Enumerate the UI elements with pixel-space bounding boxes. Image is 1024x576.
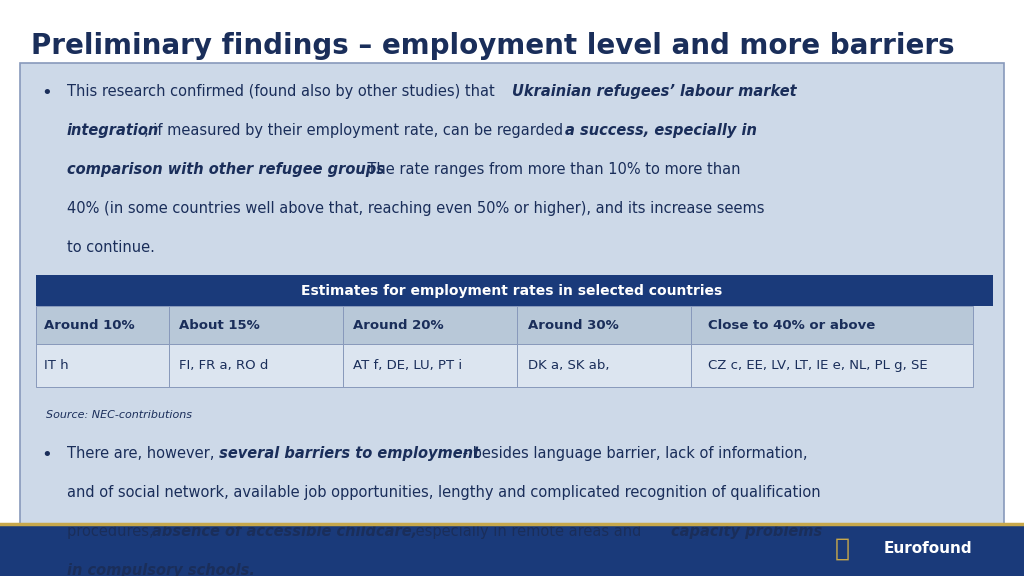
Text: comparison with other refugee groups: comparison with other refugee groups [67, 162, 385, 177]
Text: a success, especially in: a success, especially in [565, 123, 757, 138]
Text: - besides language barrier, lack of information,: - besides language barrier, lack of info… [458, 446, 807, 461]
Text: IT h: IT h [44, 359, 69, 372]
Text: This research confirmed (found also by other studies) that: This research confirmed (found also by o… [67, 84, 499, 98]
FancyBboxPatch shape [169, 306, 343, 344]
FancyBboxPatch shape [517, 306, 691, 344]
Text: Around 30%: Around 30% [527, 319, 618, 332]
Text: AT f, DE, LU, PT i: AT f, DE, LU, PT i [353, 359, 463, 372]
Text: to continue.: to continue. [67, 240, 155, 255]
Text: Eurofound: Eurofound [884, 541, 973, 556]
Text: ⧈: ⧈ [835, 537, 850, 561]
FancyBboxPatch shape [169, 344, 343, 387]
Text: Around 20%: Around 20% [353, 319, 444, 332]
FancyBboxPatch shape [517, 344, 691, 387]
FancyBboxPatch shape [343, 344, 517, 387]
Text: Source: NEC-contributions: Source: NEC-contributions [46, 410, 193, 420]
FancyBboxPatch shape [36, 306, 169, 344]
Text: •: • [41, 446, 51, 464]
Text: Ukrainian refugees’ labour market: Ukrainian refugees’ labour market [512, 84, 797, 98]
Text: absence of accessible childcare,: absence of accessible childcare, [152, 524, 417, 539]
Text: capacity problems: capacity problems [671, 524, 822, 539]
FancyBboxPatch shape [691, 306, 973, 344]
Text: several barriers to employment: several barriers to employment [214, 446, 480, 461]
Text: and of social network, available job opportunities, lengthy and complicated reco: and of social network, available job opp… [67, 485, 820, 500]
FancyBboxPatch shape [343, 306, 517, 344]
Text: •: • [41, 84, 51, 101]
FancyBboxPatch shape [0, 524, 1024, 576]
FancyBboxPatch shape [691, 344, 973, 387]
Text: integration: integration [67, 123, 159, 138]
Text: . The rate ranges from more than 10% to more than: . The rate ranges from more than 10% to … [358, 162, 741, 177]
Text: Around 10%: Around 10% [44, 319, 134, 332]
Text: Estimates for employment rates in selected countries: Estimates for employment rates in select… [301, 283, 723, 298]
Text: , if measured by their employment rate, can be regarded: , if measured by their employment rate, … [144, 123, 568, 138]
FancyBboxPatch shape [20, 63, 1004, 524]
FancyBboxPatch shape [36, 344, 169, 387]
Text: FI, FR a, RO d: FI, FR a, RO d [179, 359, 268, 372]
Text: procedures,: procedures, [67, 524, 163, 539]
Text: Preliminary findings – employment level and more barriers: Preliminary findings – employment level … [31, 32, 954, 60]
Text: About 15%: About 15% [179, 319, 260, 332]
Text: DK a, SK ab,: DK a, SK ab, [527, 359, 609, 372]
Text: 40% (in some countries well above that, reaching even 50% or higher), and its in: 40% (in some countries well above that, … [67, 201, 764, 216]
Text: CZ c, EE, LV, LT, IE e, NL, PL g, SE: CZ c, EE, LV, LT, IE e, NL, PL g, SE [709, 359, 928, 372]
Text: especially in remote areas and: especially in remote areas and [411, 524, 645, 539]
FancyBboxPatch shape [36, 275, 993, 306]
Text: in compulsory schools.: in compulsory schools. [67, 563, 254, 576]
Text: There are, however,: There are, however, [67, 446, 214, 461]
Text: Close to 40% or above: Close to 40% or above [709, 319, 876, 332]
